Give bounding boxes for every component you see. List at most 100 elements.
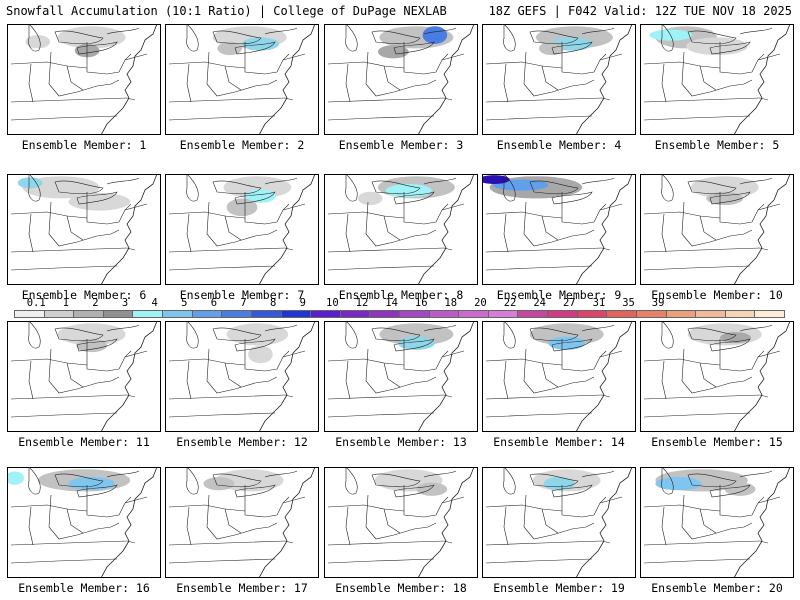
ensemble-member-label: Ensemble Member: 14 bbox=[493, 435, 625, 449]
snowfall-area bbox=[538, 41, 564, 56]
ensemble-member-panel: Ensemble Member: 19 bbox=[482, 467, 636, 595]
colorbar-tick-label: 3 bbox=[121, 297, 129, 309]
colorbar-tick-label: 24 bbox=[533, 297, 546, 309]
snowfall-area bbox=[482, 175, 510, 184]
colorbar-tick-label: 27 bbox=[562, 297, 576, 309]
ensemble-member-label: Ensemble Member: 19 bbox=[493, 581, 625, 595]
ensemble-member-label: Ensemble Member: 17 bbox=[176, 581, 308, 595]
ensemble-member-panel: Ensemble Member: 11 bbox=[7, 321, 161, 449]
snowfall-area bbox=[68, 192, 131, 211]
ensemble-member-panel: Ensemble Member: 3 bbox=[324, 24, 478, 152]
colorbar-swatch bbox=[458, 310, 489, 318]
ensemble-member-label: Ensemble Member: 7 bbox=[179, 288, 305, 302]
colorbar-tick-label: 20 bbox=[474, 297, 487, 309]
snowfall-area bbox=[690, 176, 759, 199]
snowfall-map bbox=[165, 24, 319, 135]
colorbar-tick-label: 5 bbox=[181, 297, 188, 309]
ensemble-member-panel: Ensemble Member: 5 bbox=[640, 24, 794, 152]
colorbar-swatch bbox=[695, 310, 726, 318]
colorbar-swatch bbox=[517, 310, 549, 318]
colorbar-swatch bbox=[14, 310, 45, 318]
colorbar-tick-label: 12 bbox=[355, 297, 369, 309]
snowfall-map bbox=[640, 321, 794, 432]
colorbar-swatch bbox=[754, 310, 785, 318]
ensemble-member-label: Ensemble Member: 16 bbox=[18, 581, 150, 595]
snowfall-area bbox=[357, 191, 383, 206]
ensemble-member-panel: Ensemble Member: 1 bbox=[7, 24, 161, 152]
snowfall-area bbox=[25, 35, 51, 49]
colorbar-swatch bbox=[487, 310, 519, 318]
snowfall-area bbox=[242, 37, 279, 51]
ensemble-member-label: Ensemble Member: 4 bbox=[496, 138, 622, 152]
colorbar-swatch bbox=[428, 310, 460, 318]
colorbar-tick-label: 2 bbox=[92, 297, 99, 309]
colorbar-swatch bbox=[399, 310, 430, 318]
colorbar-tick-label: 9 bbox=[299, 297, 306, 309]
colorbar-swatch bbox=[606, 310, 637, 318]
snowfall-area bbox=[422, 26, 448, 44]
snowfall-map bbox=[482, 174, 636, 285]
snowfall-area bbox=[416, 482, 448, 496]
colorbar-swatch bbox=[73, 310, 104, 318]
colorbar-swatch bbox=[162, 310, 193, 318]
ensemble-member-label: Ensemble Member: 20 bbox=[651, 581, 783, 595]
colorbar-swatch bbox=[635, 310, 667, 318]
snowfall-map bbox=[482, 24, 636, 135]
colorbar-swatch bbox=[724, 310, 756, 318]
snowfall-map bbox=[165, 467, 319, 578]
snowfall-area bbox=[57, 323, 126, 346]
colorbar-swatch bbox=[191, 310, 223, 318]
ensemble-member-label: Ensemble Member: 1 bbox=[21, 138, 147, 152]
ensemble-member-panel: Ensemble Member: 15 bbox=[640, 321, 794, 449]
snowfall-area bbox=[492, 179, 549, 191]
ensemble-member-label: Ensemble Member: 9 bbox=[496, 288, 622, 302]
colorbar-tick-label: 31 bbox=[592, 297, 606, 309]
model-run-info: 18Z GEFS | F042 Valid: 12Z TUE NOV 18 20… bbox=[488, 4, 792, 18]
ensemble-member-label: Ensemble Member: 10 bbox=[651, 288, 783, 302]
map-title: Snowfall Accumulation (10:1 Ratio) | Col… bbox=[6, 4, 447, 18]
colorbar-swatch bbox=[43, 310, 75, 318]
ensemble-member-panel: Ensemble Member: 20 bbox=[640, 467, 794, 595]
ensemble-member-panel: Ensemble Member: 18 bbox=[324, 467, 478, 595]
colorbar-swatch bbox=[339, 310, 371, 318]
ensemble-member-label: Ensemble Member: 5 bbox=[654, 138, 780, 152]
colorbar-swatch bbox=[310, 310, 341, 318]
ensemble-member-label: Ensemble Member: 15 bbox=[651, 435, 783, 449]
ensemble-member-panel: Ensemble Member: 9 bbox=[482, 174, 636, 302]
ensemble-member-panel: Ensemble Member: 16 bbox=[7, 467, 161, 595]
snowfall-map bbox=[324, 321, 478, 432]
colorbar-tick-label: 4 bbox=[151, 297, 158, 309]
snowfall-area bbox=[217, 41, 242, 56]
colorbar-tick-label: 22 bbox=[503, 297, 517, 309]
colorbar-swatch bbox=[132, 310, 164, 318]
ensemble-member-panel: Ensemble Member: 17 bbox=[165, 467, 319, 595]
ensemble-member-label: Ensemble Member: 8 bbox=[338, 288, 464, 302]
colorbar-tick-label: 35 bbox=[622, 297, 635, 309]
snowfall-area bbox=[17, 177, 43, 189]
snowfall-area bbox=[548, 336, 586, 350]
colorbar-swatch bbox=[102, 310, 134, 318]
ensemble-member-label: Ensemble Member: 3 bbox=[338, 138, 464, 152]
colorbar-tick-label: 8 bbox=[269, 297, 277, 309]
ensemble-member-panel: Ensemble Member: 4 bbox=[482, 24, 636, 152]
ensemble-member-panel: Ensemble Member: 6 bbox=[7, 174, 161, 302]
snowfall-map bbox=[165, 321, 319, 432]
colorbar-swatch bbox=[665, 310, 697, 318]
ensemble-member-panel: Ensemble Member: 10 bbox=[640, 174, 794, 302]
snowfall-area bbox=[724, 482, 756, 496]
ensemble-member-label: Ensemble Member: 2 bbox=[179, 138, 305, 152]
colorbar-swatch bbox=[547, 310, 578, 318]
snowfall-map bbox=[7, 321, 161, 432]
colorbar-tick-label: 7 bbox=[240, 297, 247, 309]
colorbar-swatch bbox=[250, 310, 282, 318]
snowfall-map bbox=[165, 174, 319, 285]
snowfall-area bbox=[226, 198, 258, 217]
colorbar-swatch bbox=[221, 310, 252, 318]
colorbar-swatch bbox=[576, 310, 608, 318]
ensemble-member-panel: Ensemble Member: 7 bbox=[165, 174, 319, 302]
snowfall-map bbox=[7, 174, 161, 285]
colorbar-tick-label: 39 bbox=[651, 297, 665, 309]
ensemble-member-panel: Ensemble Member: 2 bbox=[165, 24, 319, 152]
snowfall-map bbox=[640, 24, 794, 135]
colorbar-tick-label: 14 bbox=[385, 297, 398, 309]
